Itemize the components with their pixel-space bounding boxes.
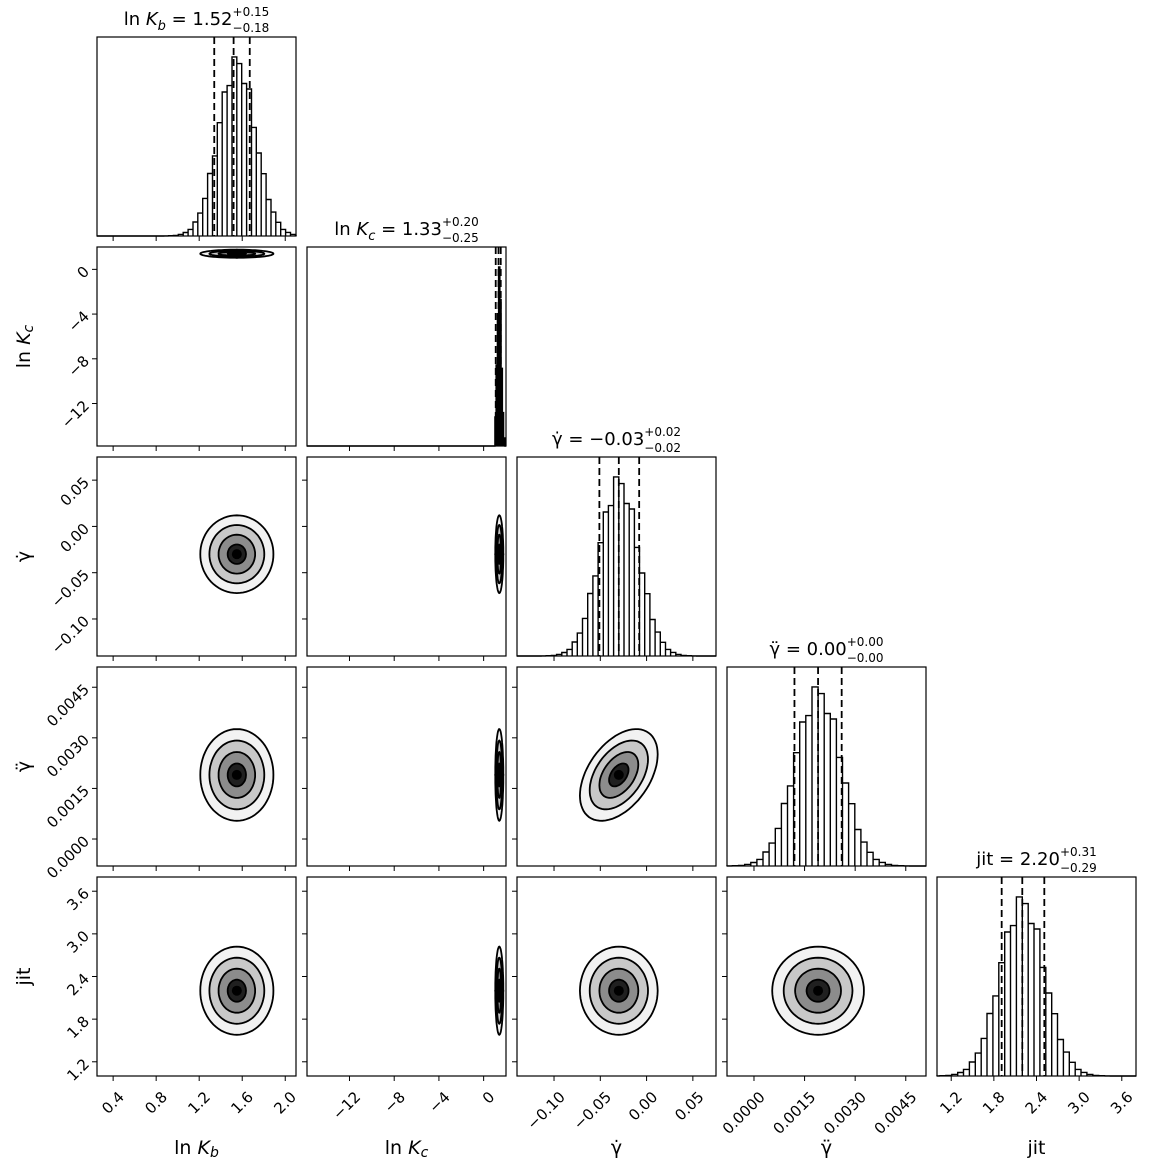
y-tick-label: 0.05 [57,473,93,509]
y-tick-label: 0.0015 [43,782,93,832]
x-tick-label: 3.6 [1107,1088,1137,1118]
contour-gammadot-vs-lnKb [199,514,275,595]
density-peak [494,549,505,560]
x-tick-label: −0.05 [570,1088,615,1133]
x-tick-label: 1.6 [227,1088,257,1118]
density-peak [231,769,242,780]
contour-jit-vs-lnKb [199,945,275,1036]
y-tick-label: 1.2 [63,1055,93,1085]
x-tick-label: −8 [381,1088,409,1116]
contour-gammaddot-vs-lnKb [199,728,275,822]
density-peak [231,248,242,259]
x-tick-label: 1.8 [979,1088,1009,1118]
x-tick-label: 0.0045 [871,1088,921,1138]
panel-frame [96,456,297,657]
y-tick-label: 0.0030 [43,731,93,781]
panel-frame [96,36,297,237]
y-tick-label: −0.05 [48,566,93,611]
x-tick-label: 0 [479,1088,498,1107]
x-axis-label-gammadot: γ̇ [611,1137,622,1159]
panel-title-gammadot: γ̇ = −0.03+0.02 −0.02 [552,425,681,455]
y-tick-label: −4 [65,307,93,335]
y-axis-label-gammadot: γ̇ [13,551,35,562]
y-tick-label: 3.0 [63,927,93,957]
y-axis-label-jit: jit [13,967,35,986]
histogram-lnKb [97,37,297,237]
y-tick-label: −12 [58,397,93,432]
y-axis-label-lnKc: ln Kc [13,324,38,368]
x-tick-label: −12 [329,1088,364,1123]
panel-frame [306,456,507,657]
density-peak [231,549,242,560]
y-tick-label: 0.00 [57,520,93,556]
y-tick-label: 0 [74,263,93,282]
contour-gammaddot-vs-lnKc [494,728,505,822]
y-tick-label: 0.0045 [43,681,93,731]
panel-title-gammaddot: γ̈ = 0.00+0.00 −0.00 [769,635,883,665]
x-tick-label: 0.0015 [769,1088,819,1138]
contour-jit-vs-gammadot [578,945,659,1036]
panel-frame [306,246,507,447]
y-tick-label: −8 [65,352,93,380]
histogram-lnKc [307,247,506,447]
histogram-gammadot [517,457,716,657]
density-peak [494,769,505,780]
panel-frame [936,876,1137,1077]
panel-frame [516,456,717,657]
y-tick-label: 1.8 [63,1012,93,1042]
x-tick-label: −0.10 [524,1088,569,1133]
y-tick-label: 3.6 [63,884,93,914]
contour-gammadot-vs-lnKc [494,514,505,595]
panel-title-lnKc: ln Kc = 1.33+0.20 −0.25 [334,215,479,245]
x-tick-label: −4 [425,1088,453,1116]
y-axis-label-gammaddot: γ̈ [13,761,35,772]
x-tick-label: 3.0 [1064,1088,1094,1118]
x-tick-label: 0.05 [671,1088,707,1124]
y-tick-label: −0.10 [48,612,93,657]
histogram-steps [307,266,506,447]
x-axis-label-gammaddot: γ̈ [821,1137,832,1159]
density-peak [231,985,242,996]
panel-title-lnKb: ln Kb = 1.52+0.15 −0.18 [124,5,270,35]
histogram-steps [97,56,297,237]
contour-jit-vs-lnKc [494,945,505,1036]
x-tick-label: 2.4 [1022,1088,1052,1118]
density-peak [494,985,505,996]
histogram-steps [726,686,926,867]
x-tick-label: 0.4 [98,1088,128,1118]
y-tick-label: 2.4 [63,970,93,1000]
panel-frame [306,876,507,1077]
density-peak [813,985,824,996]
density-peak [613,985,624,996]
x-tick-label: 1.2 [936,1088,966,1118]
panel-frame [96,666,297,867]
panel-frame [96,246,297,447]
x-tick-label: 0.8 [141,1088,171,1118]
x-tick-label: 0.0030 [820,1088,870,1138]
x-tick-label: 0.0000 [719,1088,769,1138]
panel-frame [306,666,507,867]
histogram-steps [517,476,716,657]
x-axis-label-lnKb: ln Kb [174,1137,219,1162]
contour-gammaddot-vs-gammadot [578,728,659,822]
density-peak [613,769,624,780]
x-tick-label: 1.2 [184,1088,214,1118]
contour-lnKc-vs-lnKb [199,248,275,259]
panel-frame [726,666,927,867]
histogram-jit [936,877,1136,1077]
histogram-gammaddot [726,667,926,867]
x-axis-label-jit: jit [1026,1137,1045,1159]
panel-title-jit: jit = 2.20+0.31 −0.29 [975,845,1096,875]
panel-frame [516,666,717,867]
x-tick-label: 0.00 [625,1088,661,1124]
y-tick-label: 0.0000 [43,832,93,882]
contour-jit-vs-gammaddot [771,945,865,1036]
x-axis-label-lnKc: ln Kc [385,1137,429,1162]
x-tick-label: 2.0 [270,1088,300,1118]
histogram-steps [936,896,1136,1077]
